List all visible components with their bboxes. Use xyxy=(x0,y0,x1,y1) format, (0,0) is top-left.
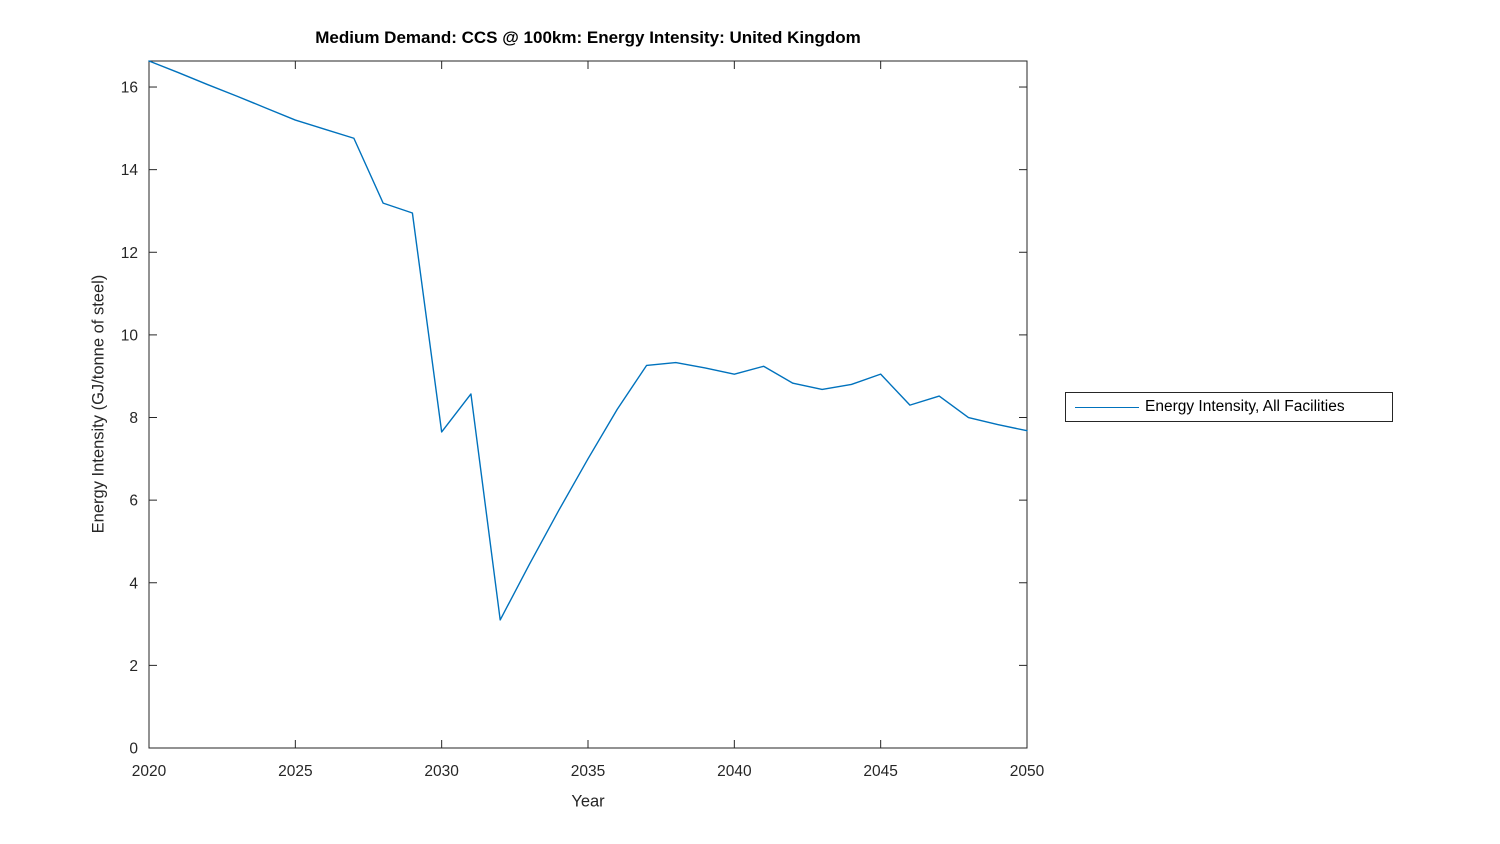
legend: Energy Intensity, All Facilities xyxy=(1065,392,1393,422)
y-tick-label: 4 xyxy=(129,575,138,592)
x-tick-label: 2045 xyxy=(863,763,897,780)
y-tick-label: 2 xyxy=(129,658,138,675)
y-tick-label: 10 xyxy=(121,327,139,344)
y-tick-label: 14 xyxy=(121,162,139,179)
legend-line-sample xyxy=(1075,406,1139,408)
y-tick-label: 0 xyxy=(129,741,138,758)
series-line-energy-intensity xyxy=(148,60,1028,621)
x-tick-label: 2050 xyxy=(1010,763,1045,780)
x-tick-label: 2040 xyxy=(717,763,752,780)
x-tick-label: 2020 xyxy=(132,763,167,780)
x-tick-label: 2025 xyxy=(278,763,312,780)
y-tick-label: 12 xyxy=(121,245,138,262)
y-tick-label: 6 xyxy=(129,493,138,510)
y-axis-label: Energy Intensity (GJ/tonne of steel) xyxy=(89,274,108,534)
axes-border xyxy=(148,60,1028,749)
y-tick-label: 8 xyxy=(129,410,138,427)
legend-entry-label: Energy Intensity, All Facilities xyxy=(1145,398,1345,415)
y-tick-label: 16 xyxy=(121,80,138,97)
x-tick-label: 2035 xyxy=(571,763,605,780)
chart-title: Medium Demand: CCS @ 100km: Energy Inten… xyxy=(315,28,861,47)
x-tick-label: 2030 xyxy=(424,763,459,780)
x-axis-label: Year xyxy=(571,792,605,811)
